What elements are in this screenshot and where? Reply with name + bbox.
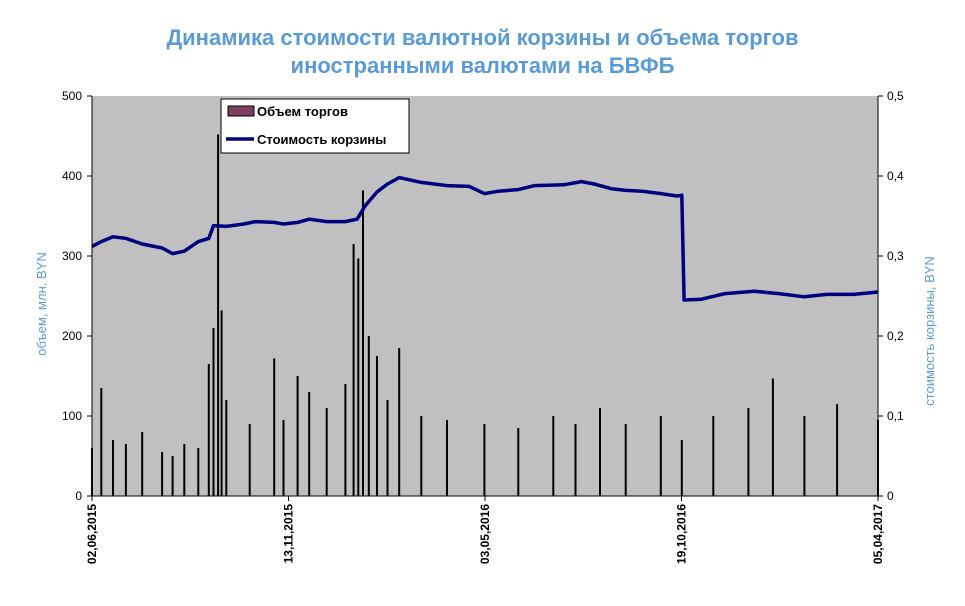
legend-label-volume: Объем торгов [257,104,348,119]
volume-bar-36 [659,416,662,496]
volume-bar-24 [367,336,370,496]
volume-bar-34 [599,408,601,496]
volume-bar-22 [357,258,360,496]
chart-title-line-2: иностранными валютами на БВФБ [290,53,675,78]
volume-bar-12 [220,310,223,496]
volume-bar-14 [248,424,251,496]
volume-bar-5 [161,452,164,496]
volume-bar-3 [124,444,127,496]
y-right-tick-1: 0,1 [887,409,904,423]
x-tick-1: 13,11,2015 [282,504,296,564]
chart-title-line-1: Динамика стоимости валютной корзины и об… [166,25,799,50]
volume-bar-25 [376,356,378,496]
y-left-tick-1: 100 [62,409,82,423]
x-tick-4: 05,04,2017 [871,504,885,564]
x-tick-0: 02,06,2015 [85,504,99,564]
y-right-tick-2: 0,2 [887,329,904,343]
volume-bar-41 [803,416,806,496]
volume-bar-28 [420,416,423,496]
volume-bar-19 [325,408,328,496]
volume-bar-18 [308,392,311,496]
volume-bar-15 [273,358,276,496]
volume-bar-16 [282,420,285,496]
volume-bars [91,134,879,496]
volume-bar-27 [398,348,401,496]
legend-label-basket: Стоимость корзины [257,132,386,147]
volume-bar-2 [112,440,114,496]
volume-bar-29 [446,420,448,496]
chart-title: Динамика стоимости валютной корзины и об… [0,24,965,80]
volume-bar-26 [386,400,389,496]
volume-bar-23 [362,190,364,496]
y-right-tick-3: 0,3 [887,249,904,263]
legend: Объем торгов Стоимость корзины [220,98,410,154]
x-tick-3: 19,10,2016 [675,504,689,564]
volume-bar-4 [141,432,144,496]
volume-bar-10 [212,328,215,496]
y-right-tick-0: 0 [887,489,894,503]
volume-bar-31 [517,428,520,496]
legend-box [220,98,410,154]
volume-bar-39 [747,408,750,496]
basket-line-path [91,175,879,302]
volume-bar-11 [217,134,220,496]
y-left-tick-5: 500 [62,89,82,103]
basket-line [91,175,879,302]
volume-bar-7 [183,444,186,496]
y-right-tick-4: 0,4 [887,169,904,183]
volume-bar-33 [574,424,577,496]
volume-bar-20 [344,384,347,496]
volume-bar-8 [197,448,200,496]
volume-bar-1 [100,388,103,496]
volume-bar-40 [771,378,774,496]
y-left-label: объем, млн. BYN [34,252,49,355]
volume-bar-6 [171,456,174,496]
volume-bar-42 [836,404,839,496]
volume-bar-35 [624,424,627,496]
y-left-tick-2: 200 [62,329,82,343]
volume-bar-17 [296,376,299,496]
y-left-tick-0: 0 [75,489,82,503]
volume-bar-13 [225,400,228,496]
axes: 0 100 200 300 400 500 0 0,1 0,2 0,3 0,4 0,5 02,06,20… [62,89,904,564]
volume-bar-30 [483,424,486,496]
y-left-tick-4: 400 [62,169,82,183]
y-left-tick-3: 300 [62,249,82,263]
volume-bar-37 [680,440,683,496]
volume-bar-38 [712,416,715,496]
volume-bar-9 [207,364,210,496]
y-right-label: стоимость корзины, BYN [922,256,937,406]
volume-bar-21 [352,244,355,496]
legend-swatch-volume [227,105,255,117]
volume-bar-32 [552,416,555,496]
y-right-tick-5: 0,5 [887,89,904,103]
x-tick-2: 03,05,2016 [478,504,492,564]
